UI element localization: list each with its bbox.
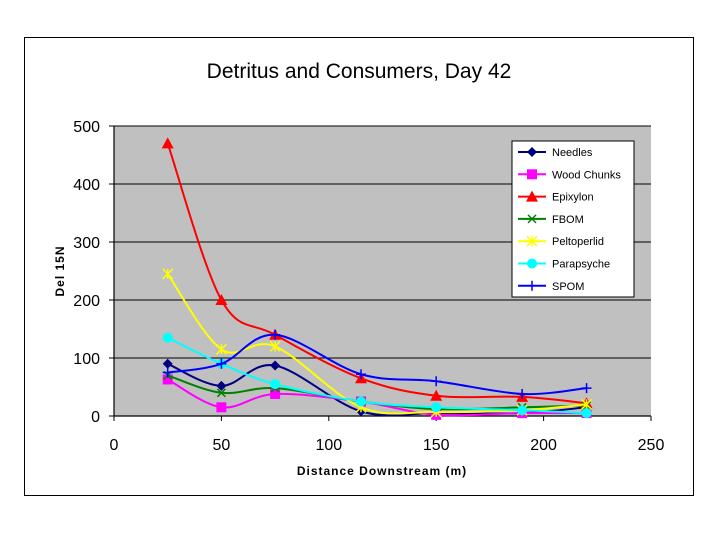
legend-label: Parapsyche (552, 259, 610, 271)
y-tick-label: 400 (73, 177, 100, 194)
data-point (269, 340, 281, 352)
data-point (162, 332, 173, 343)
data-point (431, 402, 442, 413)
y-tick-label: 200 (73, 293, 100, 310)
legend-label: SPOM (552, 281, 584, 293)
data-point (161, 137, 174, 149)
x-tick-label: 100 (315, 437, 342, 454)
data-point (356, 396, 367, 407)
data-point (162, 358, 173, 369)
data-point (431, 376, 442, 387)
legend: Needles Wood Chunks Epixylon FBOM Peltoperli… (511, 140, 635, 298)
data-point (581, 383, 592, 394)
data-point (162, 367, 173, 378)
data-point (216, 380, 227, 391)
data-point (215, 294, 228, 305)
x-tick-label: 150 (423, 437, 450, 454)
chart-title: Detritus and Consumers, Day 42 (207, 60, 512, 83)
data-point (215, 343, 227, 355)
y-tick-label: 300 (73, 235, 100, 252)
x-tick-label: 250 (638, 437, 665, 454)
legend-label: Peltoperlid (552, 236, 604, 248)
legend-item: SPOM (518, 281, 584, 293)
legend-marker (527, 169, 537, 180)
legend-marker (526, 235, 538, 247)
y-tick-label: 500 (73, 119, 100, 136)
legend-label: FBOM (552, 214, 584, 226)
data-point (162, 374, 173, 385)
x-tick-label: 50 (213, 437, 231, 454)
series-layer (161, 137, 593, 420)
axes: 0 100 200 300 400 500 0 50 100 150 200 250 (73, 119, 664, 454)
legend-item: Peltoperlid (518, 235, 604, 248)
legend-marker (527, 280, 537, 291)
data-point (581, 398, 593, 410)
data-point (216, 402, 227, 413)
legend-marker (526, 190, 538, 202)
x-axis-label: Distance Downstream (m) (297, 464, 467, 478)
data-point (270, 388, 281, 399)
data-point (216, 358, 227, 369)
legend-marker (527, 147, 537, 157)
x-tick-label: 0 (110, 437, 119, 454)
data-point (517, 405, 528, 416)
data-point (162, 268, 174, 280)
y-tick-label: 0 (91, 409, 100, 426)
legend-item: Epixylon (518, 190, 594, 204)
data-point (270, 379, 281, 390)
data-point (581, 408, 592, 419)
legend-label: Needles (552, 147, 593, 159)
data-point (517, 388, 528, 399)
legend-item: Wood Chunks (518, 169, 621, 181)
legend-item: Parapsyche (518, 258, 610, 271)
legend-label: Wood Chunks (552, 169, 621, 181)
data-point (216, 388, 226, 398)
legend-marker (527, 214, 537, 224)
y-axis-label: Del 15N (53, 245, 67, 296)
data-point (270, 360, 281, 371)
legend-item: FBOM (518, 214, 584, 226)
legend-label: Epixylon (552, 192, 594, 204)
series-spom (162, 329, 592, 399)
y-tick-label: 100 (73, 351, 100, 368)
legend-marker (527, 258, 537, 269)
x-tick-label: 200 (530, 437, 557, 454)
legend-item: Needles (518, 147, 593, 159)
data-point (356, 369, 367, 380)
data-point (270, 329, 281, 340)
data-point (430, 389, 443, 401)
